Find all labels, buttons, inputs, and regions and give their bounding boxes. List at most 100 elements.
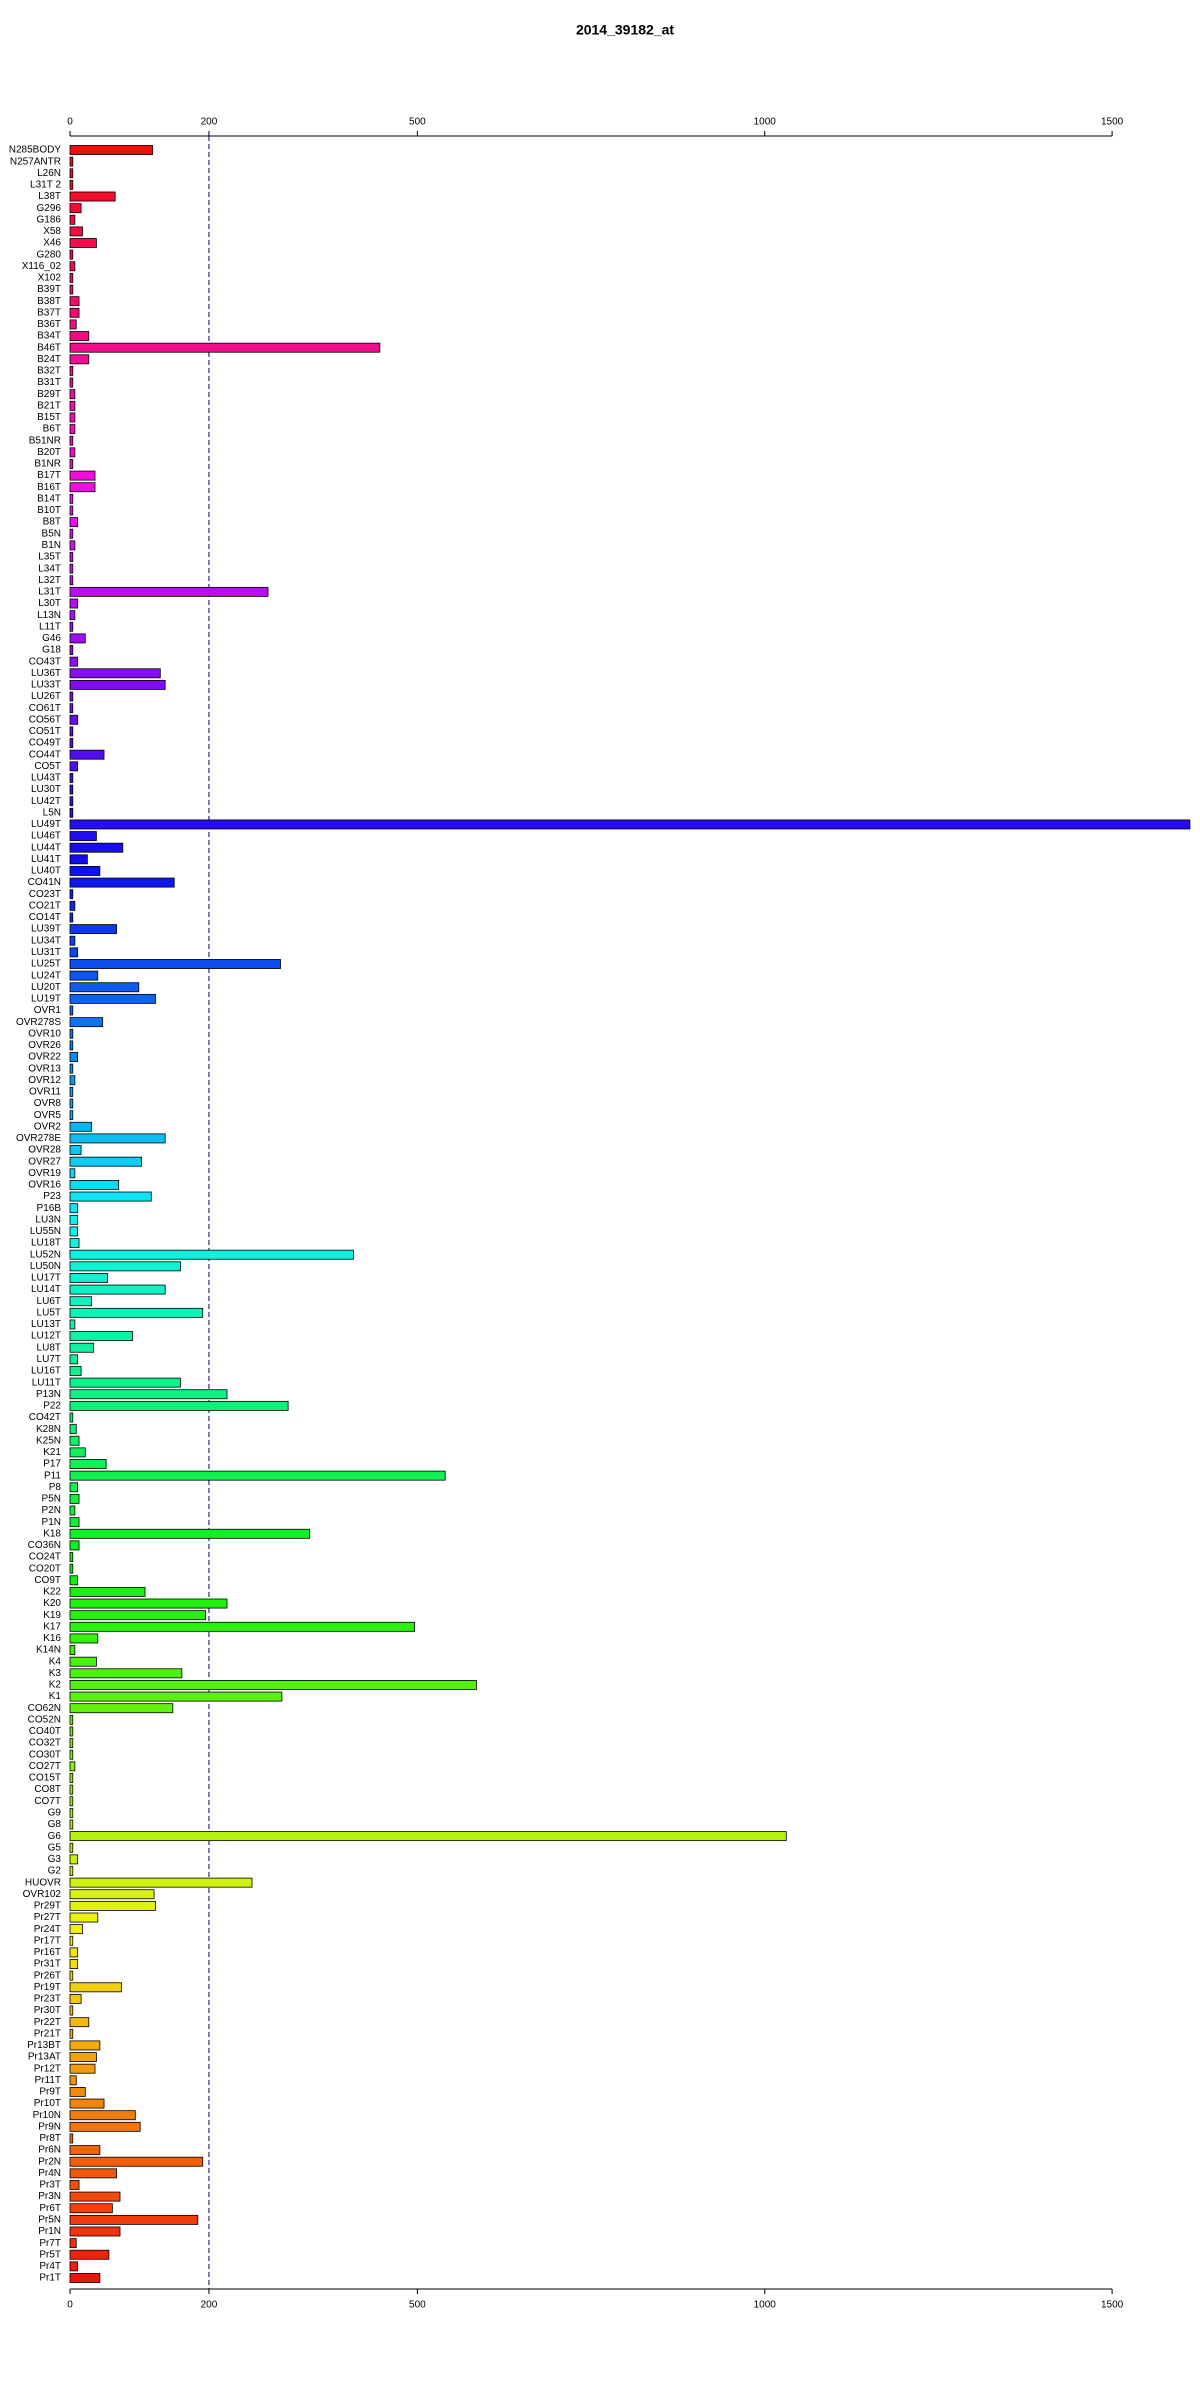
y-tick-label: CO44T — [29, 749, 61, 760]
y-tick-label: LU16T — [31, 1366, 61, 1377]
bar — [69, 389, 76, 400]
y-tick-label: B15T — [37, 412, 61, 423]
y-tick-label: K25N — [36, 1435, 61, 1446]
bar — [69, 552, 74, 562]
bar — [69, 1226, 79, 1237]
y-tick-label: K20 — [43, 1598, 61, 1609]
bar — [69, 1621, 415, 1632]
y-tick-label: X58 — [43, 226, 61, 237]
x-tick-label: 0 — [67, 117, 73, 128]
bar — [69, 2238, 77, 2249]
bar — [69, 2098, 105, 2109]
bar — [69, 435, 74, 446]
bar — [69, 1424, 77, 1435]
bar — [69, 2168, 117, 2179]
bar — [69, 214, 76, 225]
y-tick-label: P8 — [49, 1482, 62, 1493]
y-tick-label: G6 — [48, 1831, 62, 1842]
bar — [69, 1040, 74, 1051]
y-tick-label: Pr4N — [38, 2168, 61, 2179]
x-tick-label: 500 — [409, 117, 426, 128]
bar — [69, 703, 74, 714]
y-tick-label: B29T — [37, 389, 61, 400]
y-tick-label: K1 — [49, 1691, 62, 1702]
y-tick-label: G2 — [48, 1866, 62, 1877]
x-tick-label: 1500 — [1101, 2300, 1124, 2311]
y-tick-label: CO49T — [29, 738, 61, 749]
y-tick-label: LU7T — [37, 1354, 61, 1365]
y-tick-label: N285BODY — [9, 145, 62, 156]
y-tick-label: K19 — [43, 1610, 61, 1621]
bar — [69, 1261, 181, 1272]
bar — [69, 2226, 121, 2237]
y-tick-label: LU18T — [31, 1238, 61, 1249]
bar — [69, 563, 74, 574]
bar — [69, 226, 83, 237]
bar — [69, 1377, 181, 1388]
bar — [69, 528, 74, 539]
y-tick-label: B36T — [37, 319, 61, 330]
bar — [69, 1668, 183, 1679]
y-tick-label: L11T — [39, 621, 61, 632]
bar — [69, 1773, 74, 1783]
bar — [69, 621, 74, 632]
y-tick-label: Pr5T — [39, 2249, 61, 2260]
x-tick-label: 1000 — [754, 117, 777, 128]
bar — [69, 1145, 82, 1155]
y-tick-label: P23 — [43, 1191, 61, 1202]
bar — [69, 854, 88, 865]
y-tick-label: LU11T — [32, 1377, 61, 1388]
y-tick-label: CO9T — [34, 1575, 61, 1586]
x-tick-label: 500 — [409, 2300, 426, 2311]
y-tick-label: OVR8 — [34, 1098, 62, 1109]
y-tick-label: OVR102 — [23, 1889, 62, 1900]
bar — [69, 1552, 74, 1562]
y-tick-label: L30T — [38, 598, 61, 609]
y-tick-label: N257ANTR — [10, 156, 61, 167]
y-tick-label: B1NR — [34, 459, 61, 470]
bar — [69, 1470, 446, 1481]
bar — [69, 1691, 283, 1702]
bar — [69, 2180, 80, 2190]
y-tick-label: X116_02 — [22, 261, 62, 272]
bar — [69, 1866, 74, 1876]
y-tick-label: CO20T — [29, 1563, 61, 1574]
bar — [69, 1761, 76, 1772]
bar — [69, 1970, 74, 1981]
bar — [69, 540, 76, 551]
bar — [69, 2261, 79, 2272]
bar — [69, 1005, 74, 1016]
bar — [69, 2203, 113, 2214]
bar — [69, 459, 74, 469]
y-tick-label: B37T — [37, 307, 61, 318]
bar — [69, 1342, 95, 1353]
y-tick-label: LU33T — [31, 680, 61, 691]
bar — [69, 1296, 92, 1307]
y-tick-label: Pr13BT — [27, 2040, 61, 2051]
bar — [69, 319, 77, 330]
bar — [69, 1505, 76, 1516]
bar — [69, 1307, 204, 1318]
x-tick-label: 1000 — [754, 2300, 777, 2311]
bar — [69, 656, 79, 667]
y-tick-label: G18 — [42, 645, 61, 656]
bar — [69, 726, 74, 737]
bar — [69, 1156, 142, 1167]
y-tick-label: LU13T — [31, 1319, 61, 1330]
y-tick-label: B38T — [37, 296, 61, 307]
bar — [69, 1610, 206, 1621]
bar — [69, 1238, 80, 1249]
y-tick-label: K2 — [49, 1680, 62, 1691]
bar — [69, 1726, 74, 1737]
bar — [69, 1656, 97, 1667]
y-tick-label: LU5T — [37, 1307, 61, 1318]
y-tick-label: OVR27 — [28, 1156, 61, 1167]
y-tick-label: L13N — [37, 610, 61, 621]
y-tick-label: Pr29T — [34, 1901, 61, 1912]
y-tick-label: OVR11 — [29, 1087, 61, 1098]
bar — [69, 1110, 74, 1121]
y-tick-label: CO5T — [34, 761, 61, 772]
y-tick-label: LU41T — [31, 854, 61, 865]
bar — [69, 2156, 204, 2167]
bar — [69, 400, 76, 411]
